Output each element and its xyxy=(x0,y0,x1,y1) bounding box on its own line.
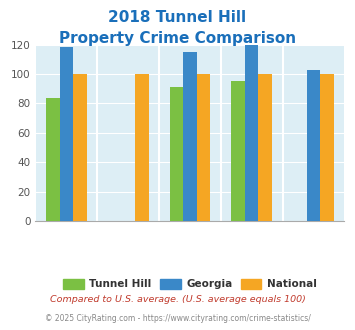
Bar xyxy=(135,74,148,221)
Text: Compared to U.S. average. (U.S. average equals 100): Compared to U.S. average. (U.S. average … xyxy=(50,295,305,304)
Bar xyxy=(183,52,197,221)
Legend: Tunnel Hill, Georgia, National: Tunnel Hill, Georgia, National xyxy=(59,275,321,294)
Text: 2018 Tunnel Hill: 2018 Tunnel Hill xyxy=(108,10,247,25)
Bar xyxy=(170,87,183,221)
Text: © 2025 CityRating.com - https://www.cityrating.com/crime-statistics/: © 2025 CityRating.com - https://www.city… xyxy=(45,314,310,323)
Bar xyxy=(73,74,87,221)
Text: Property Crime Comparison: Property Crime Comparison xyxy=(59,31,296,46)
Bar xyxy=(46,98,60,221)
Bar xyxy=(258,74,272,221)
Bar xyxy=(307,70,320,221)
Bar xyxy=(197,74,210,221)
Bar xyxy=(245,45,258,221)
Bar xyxy=(320,74,334,221)
Bar xyxy=(60,48,73,221)
Bar xyxy=(231,81,245,221)
